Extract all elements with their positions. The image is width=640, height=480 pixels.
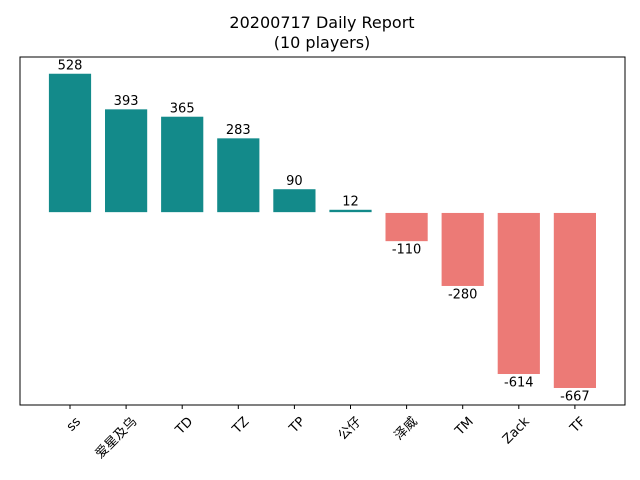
bar-3 (216, 137, 261, 213)
data-label-0: 528 (58, 58, 83, 73)
bar-1 (104, 108, 148, 213)
x-tick-label-4: TP (286, 414, 309, 437)
x-tick-label-2: TD (172, 414, 196, 438)
bar-2 (160, 115, 205, 213)
plot-frame (19, 56, 626, 406)
bar-5 (328, 208, 373, 213)
data-label-3: 283 (226, 123, 251, 138)
bar-0 (48, 72, 92, 213)
data-labels-layer: 528 393 365 283 90 12 -110 -280 -614 -667 (58, 58, 590, 404)
x-tick-label-0: ss (64, 414, 84, 434)
bars-layer (48, 72, 597, 389)
data-label-6: -110 (392, 243, 422, 258)
data-label-7: -280 (448, 287, 478, 302)
bar-7 (440, 212, 485, 287)
x-tick-label-3: TZ (229, 414, 252, 437)
x-tick-label-8: Zack (500, 414, 533, 447)
x-axis: ss 爱星及乌 TD TZ TP 公仔 泽威 TM Zack TF (64, 405, 589, 462)
data-label-5: 12 (342, 194, 359, 209)
data-label-9: -667 (560, 389, 590, 404)
bar-9 (553, 212, 597, 389)
x-tick-label-5: 公仔 (336, 414, 365, 443)
data-label-2: 365 (170, 101, 195, 116)
data-label-1: 393 (114, 94, 139, 109)
bar-6 (384, 212, 429, 242)
data-label-8: -614 (504, 375, 534, 390)
bar-4 (272, 188, 317, 213)
bar-8 (496, 212, 541, 375)
chart-subtitle: (10 players) (274, 33, 371, 52)
data-label-4: 90 (286, 174, 303, 189)
x-tick-label-1: 爱星及乌 (92, 414, 140, 462)
chart-title: 20200717 Daily Report (229, 13, 414, 32)
x-tick-label-7: TM (452, 414, 477, 439)
x-tick-label-9: TF (567, 414, 589, 436)
x-tick-label-6: 泽威 (392, 414, 421, 443)
